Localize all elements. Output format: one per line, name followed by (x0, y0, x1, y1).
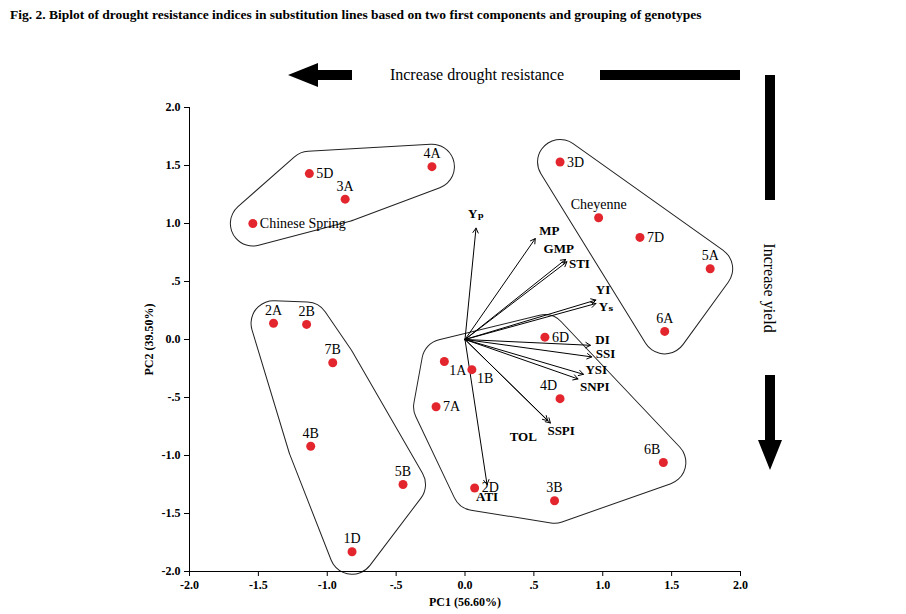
svg-text:-1.0: -1.0 (162, 448, 181, 462)
svg-text:1.5: 1.5 (166, 158, 181, 172)
svg-text:SSPI: SSPI (547, 423, 574, 438)
svg-text:0.0: 0.0 (458, 578, 473, 592)
svg-text:1D: 1D (343, 531, 360, 546)
svg-text:SNPI: SNPI (580, 379, 610, 394)
html-text:Fig. 2. Biplot of drought resi: Fig. 2. Biplot of drought resistance ind… (10, 7, 702, 22)
svg-text:4D: 4D (540, 378, 557, 393)
svg-text:-1.5: -1.5 (162, 506, 181, 520)
svg-text:Chinese Spring: Chinese Spring (260, 216, 346, 231)
svg-text:3B: 3B (546, 480, 562, 495)
svg-text:4A: 4A (423, 146, 441, 161)
svg-text:3A: 3A (337, 179, 355, 194)
svg-text:2A: 2A (265, 303, 283, 318)
svg-text:6A: 6A (656, 311, 674, 326)
svg-text:-1.5: -1.5 (249, 578, 268, 592)
svg-text:3D: 3D (567, 155, 584, 170)
svg-text:-.5: -.5 (168, 390, 181, 404)
svg-text:1A: 1A (449, 363, 467, 378)
svg-text:SSI: SSI (596, 346, 616, 361)
svg-text:ATI: ATI (476, 489, 498, 504)
svg-text:7D: 7D (647, 230, 664, 245)
svg-text:PC2 (39.50%): PC2 (39.50%) (142, 304, 156, 376)
svg-text:6B: 6B (644, 442, 660, 457)
svg-text:DI: DI (595, 332, 610, 348)
svg-text:Increase drought resistance: Increase drought resistance (390, 66, 564, 84)
svg-text:PC1 (56.60%): PC1 (56.60%) (429, 595, 501, 609)
svg-text:Cheyenne: Cheyenne (571, 197, 627, 212)
svg-text:Increase yield: Increase yield (760, 243, 778, 332)
svg-text:GMP: GMP (544, 241, 574, 256)
svg-text:5B: 5B (395, 464, 411, 479)
svg-text:2.0: 2.0 (733, 578, 748, 592)
svg-text:7B: 7B (325, 342, 341, 357)
svg-text:1.0: 1.0 (166, 216, 181, 230)
svg-text:.5: .5 (529, 578, 538, 592)
svg-text:.5: .5 (172, 274, 181, 288)
svg-text:-1.0: -1.0 (318, 578, 337, 592)
svg-text:2.0: 2.0 (166, 100, 181, 114)
svg-text:7A: 7A (443, 399, 461, 414)
svg-text:TOL: TOL (510, 429, 538, 444)
svg-text:5D: 5D (316, 166, 333, 181)
svg-text:1.0: 1.0 (595, 578, 610, 592)
svg-text:STI: STI (569, 256, 590, 271)
svg-text:YI: YI (596, 282, 610, 297)
svg-text:6D: 6D (552, 330, 569, 345)
svg-text:YSI: YSI (585, 362, 607, 377)
svg-text:1B: 1B (477, 371, 493, 386)
svg-text:5A: 5A (702, 248, 720, 263)
svg-text:MP: MP (539, 223, 559, 238)
svg-text:1.5: 1.5 (664, 578, 679, 592)
svg-text:-2.0: -2.0 (180, 578, 199, 592)
svg-text:Yₚ: Yₚ (468, 206, 484, 221)
svg-text:-2.0: -2.0 (162, 564, 181, 578)
svg-text:0.0: 0.0 (166, 332, 181, 346)
svg-text:-.5: -.5 (390, 578, 403, 592)
svg-text:2B: 2B (298, 304, 314, 319)
svg-text:Yₛ: Yₛ (599, 299, 614, 314)
svg-text:4B: 4B (303, 426, 319, 441)
